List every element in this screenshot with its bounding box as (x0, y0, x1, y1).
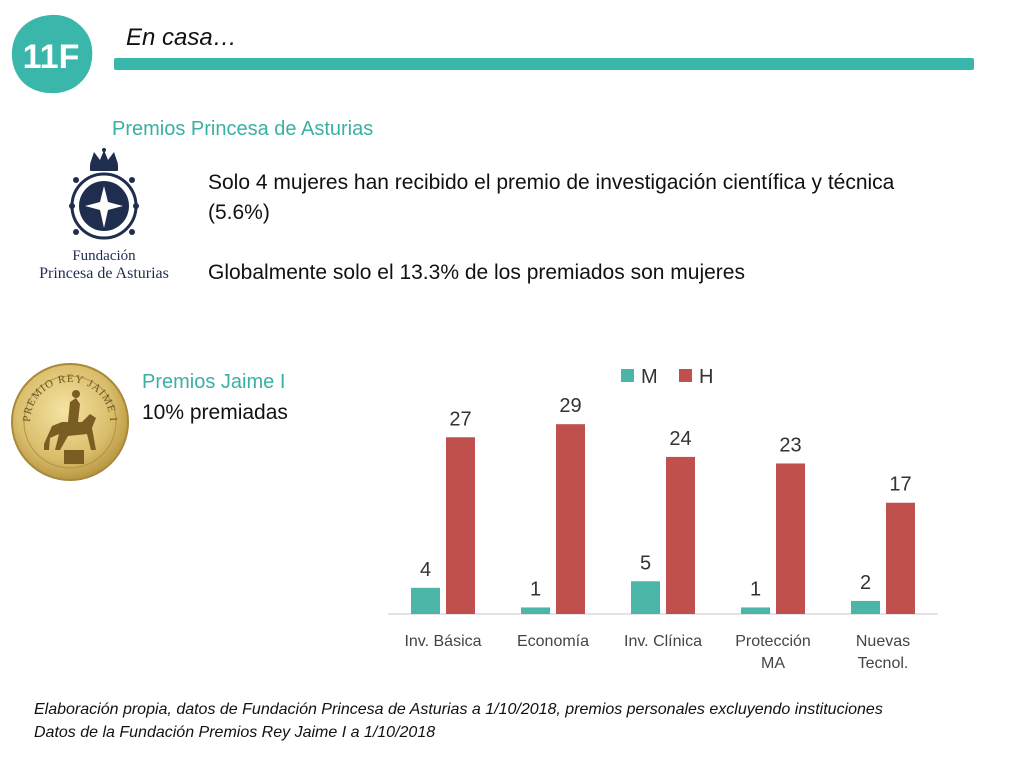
jaime-subtitle: 10% premiadas (142, 401, 288, 424)
bar-M-3 (741, 607, 770, 614)
princesa-text-1: Solo 4 mujeres han recibido el premio de… (208, 171, 895, 224)
footnote-line-2: Datos de la Fundación Premios Rey Jaime … (34, 724, 436, 741)
jaime-heading: Premios Jaime I (142, 371, 286, 393)
logo-line-2: Princesa de Asturias (39, 265, 169, 282)
footnote-line-1: Elaboración propia, datos de Fundación P… (34, 701, 883, 718)
bar-M-0 (411, 587, 440, 614)
data-label-M-3: 1 (750, 578, 761, 600)
page-title: En casa… (126, 24, 237, 51)
data-label-H-1: 29 (559, 395, 581, 417)
data-label-M-0: 4 (420, 559, 431, 581)
category-label-2-0: Inv. Clínica (624, 633, 702, 650)
legend-swatch-M (621, 369, 634, 382)
11f-logo: 11F (11, 14, 93, 94)
fundacion-princesa-asturias-logo: Fundación Princesa de Asturias (39, 148, 169, 282)
data-label-H-0: 27 (449, 408, 471, 430)
bar-M-1 (521, 607, 550, 614)
bar-M-2 (631, 581, 660, 614)
legend-label-M: M (641, 366, 658, 388)
premio-rey-jaime-medal: PREMIO REY JAIME I (11, 363, 129, 481)
awards-bar-chart: M H 4 27 Inv. Básica 1 29 Economía 5 24 Inv. Clíni… (388, 366, 938, 672)
bar-H-2 (666, 456, 695, 614)
legend-swatch-H (679, 369, 692, 382)
data-label-M-1: 1 (530, 578, 541, 600)
category-label-0-0: Inv. Básica (404, 633, 481, 650)
category-label-4-1: Tecnol. (858, 655, 909, 672)
data-label-M-2: 5 (640, 552, 651, 574)
category-label-4-0: Nuevas (856, 633, 910, 650)
11f-logo-text: 11F (23, 38, 80, 76)
footnote: Elaboración propia, datos de Fundación P… (34, 698, 883, 744)
data-label-H-3: 23 (779, 434, 801, 456)
bar-H-0 (446, 437, 475, 614)
bar-H-3 (776, 463, 805, 614)
legend-label-H: H (699, 366, 713, 388)
data-label-H-4: 17 (889, 474, 911, 496)
category-label-1-0: Economía (517, 633, 589, 650)
bar-H-4 (886, 502, 915, 614)
category-label-3-0: Protección (735, 633, 811, 650)
data-label-H-2: 24 (669, 428, 691, 450)
title-underline-bar (114, 58, 974, 70)
bar-M-4 (851, 600, 880, 614)
princesa-heading: Premios Princesa de Asturias (112, 118, 374, 140)
logo-line-1: Fundación (72, 248, 136, 264)
bar-H-1 (556, 424, 585, 614)
data-label-M-4: 2 (860, 572, 871, 594)
princesa-text-2: Globalmente solo el 13.3% de los premiad… (208, 261, 745, 284)
category-label-3-1: MA (761, 655, 785, 672)
